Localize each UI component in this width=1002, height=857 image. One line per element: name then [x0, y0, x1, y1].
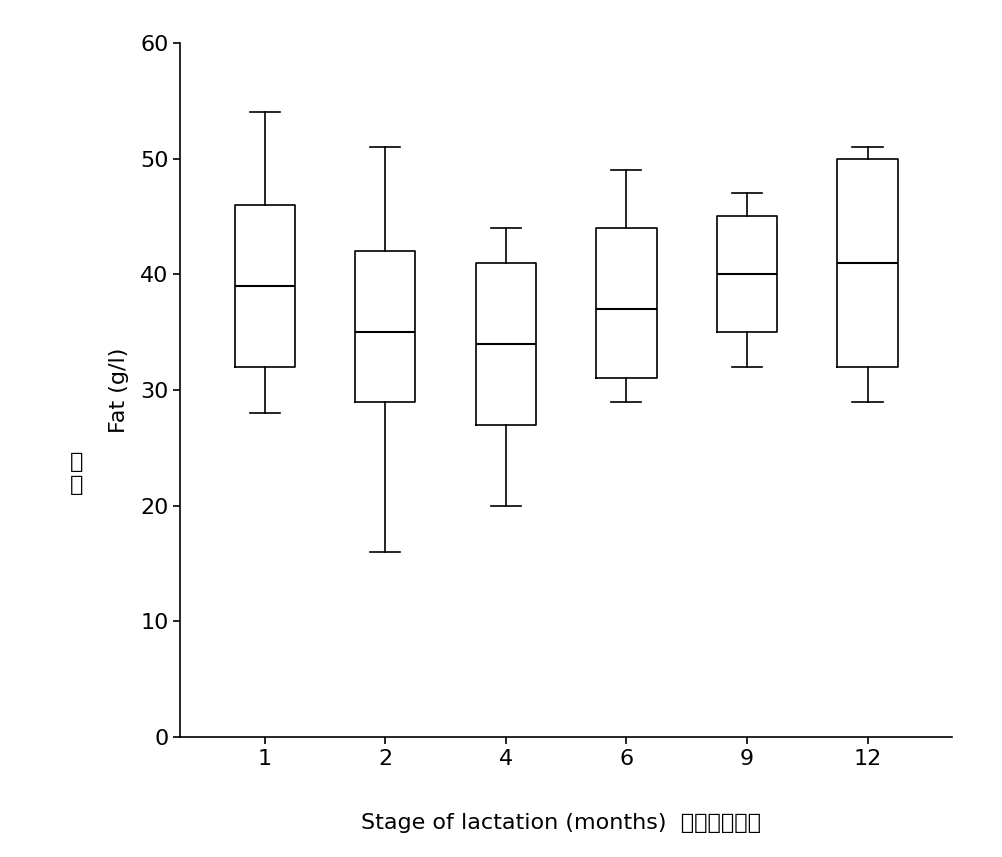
Text: Stage of lactation (months)  哺乳期（月）: Stage of lactation (months) 哺乳期（月）: [361, 812, 762, 833]
Y-axis label: Fat (g/l): Fat (g/l): [109, 347, 129, 433]
Text: 脂
肪: 脂 肪: [69, 452, 83, 494]
